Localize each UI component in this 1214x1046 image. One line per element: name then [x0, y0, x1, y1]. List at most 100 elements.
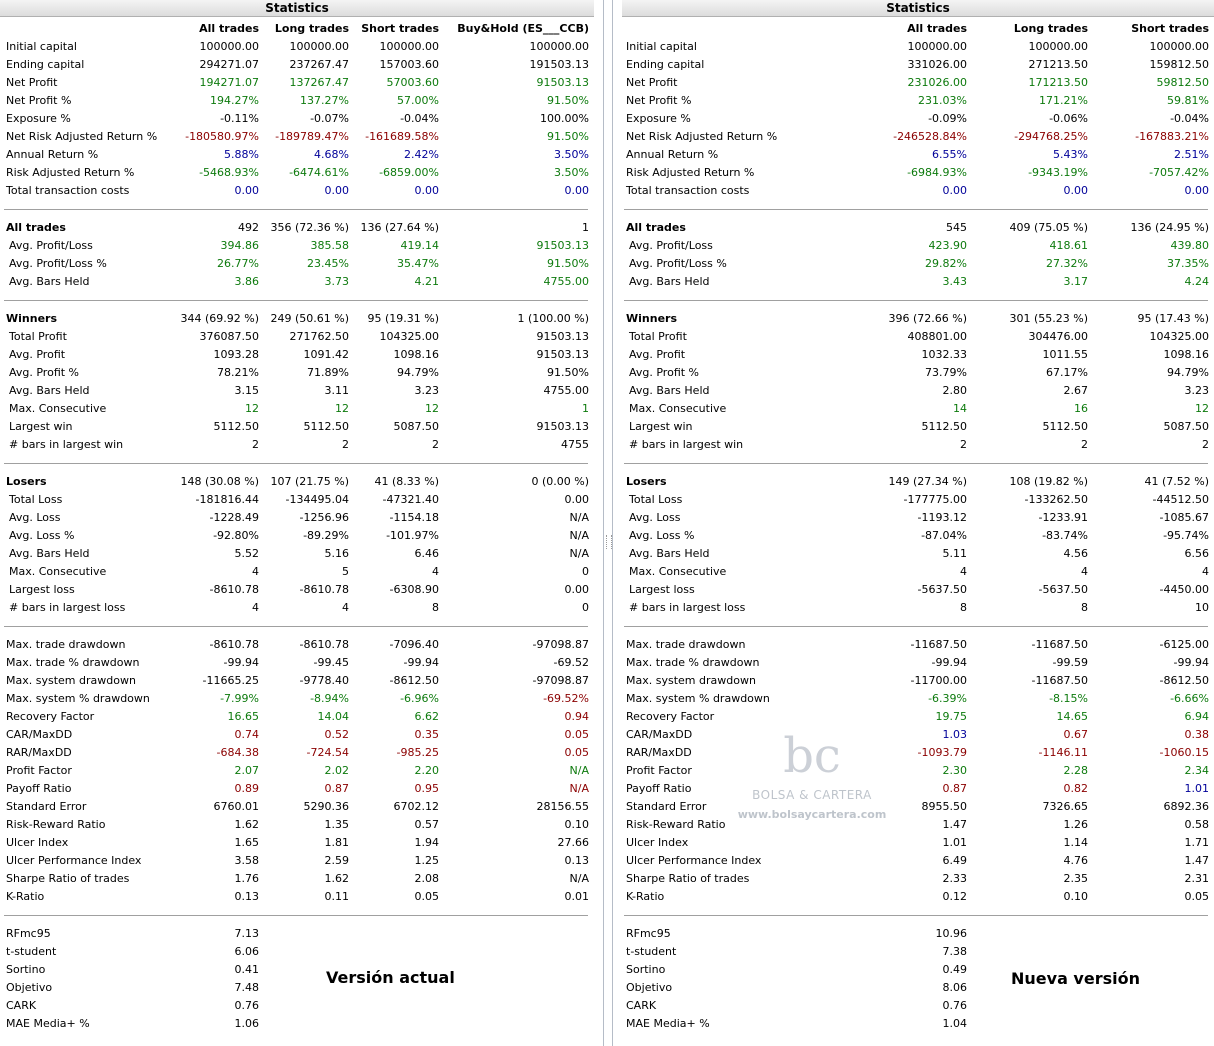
stat-cell: 0.00: [564, 493, 590, 506]
stat-cell: -7.99%: [220, 692, 259, 705]
column-header-label[interactable]: [0, 20, 178, 38]
table-row: Avg. Loss % -87.04% -83.74% -95.74%: [620, 527, 1212, 545]
stat-cell: 1.01: [1184, 782, 1210, 795]
stat-cell: 2.51%: [1174, 148, 1209, 161]
column-header[interactable]: Buy&Hold (ES___CCB): [457, 22, 589, 35]
row-label: Total Profit: [9, 330, 67, 343]
table-row: RAR/MaxDD -1093.79 -1146.11 -1060.15: [620, 744, 1212, 762]
stat-cell: 376087.50: [199, 330, 260, 343]
row-label: Sharpe Ratio of trades: [6, 872, 130, 885]
stat-cell: 418.61: [1049, 239, 1089, 252]
stat-cell: -684.38: [216, 746, 259, 759]
table-row: Max. system drawdown -11700.00 -11687.50 -8…: [620, 672, 1212, 690]
table-row: Losers 148 (30.08 %) 107 (21.75 %) 41 (8.33…: [0, 473, 592, 491]
splitter-grip[interactable]: [606, 535, 612, 549]
row-label: CAR/MaxDD: [626, 728, 693, 741]
row-label: Losers: [626, 475, 667, 488]
stat-cell: [970, 943, 1091, 961]
stat-cell: 394.86: [220, 239, 260, 252]
table-row: Annual Return % 6.55% 5.43% 2.51%: [620, 146, 1212, 164]
row-label: Winners: [6, 312, 57, 325]
stat-cell: 0.00: [942, 184, 968, 197]
table-row: Avg. Profit % 73.79% 67.17% 94.79%: [620, 364, 1212, 382]
stat-cell: 78.21%: [217, 366, 259, 379]
stat-cell: 16: [1074, 402, 1088, 415]
row-label: Total transaction costs: [6, 184, 130, 197]
row-label: Objetivo: [6, 981, 53, 994]
stat-cell: -134495.04: [285, 493, 349, 506]
stat-cell: 5112.50: [303, 420, 350, 433]
table-row: Avg. Bars Held 5.11 4.56 6.56: [620, 545, 1212, 563]
stat-cell: 0.13: [234, 890, 260, 903]
stat-cell: 1.04: [942, 1017, 968, 1030]
stat-cell: -5637.50: [1038, 583, 1088, 596]
stat-cell: 1.35: [324, 818, 350, 831]
section-separator: [0, 617, 592, 636]
section-separator: [0, 291, 592, 310]
stat-cell: 59.81%: [1167, 94, 1209, 107]
stat-cell: -8612.50: [1159, 674, 1209, 687]
stat-cell: 492: [238, 221, 259, 234]
stat-cell: 0.00: [1063, 184, 1089, 197]
stat-cell: 3.11: [324, 384, 350, 397]
stat-cell: 0.05: [414, 890, 440, 903]
stat-cell: 1098.16: [1163, 348, 1210, 361]
statistics-title: Statistics: [622, 0, 1214, 17]
row-label: Avg. Profit/Loss: [629, 239, 713, 252]
highlight-box: -8610.78: [209, 583, 259, 596]
stat-cell: -6474.61%: [289, 166, 349, 179]
section-separator: [0, 200, 592, 219]
stat-cell: 0.95: [414, 782, 440, 795]
row-label: Avg. Bars Held: [9, 384, 90, 397]
stat-cell: 5112.50: [1042, 420, 1089, 433]
stat-cell: 171213.50: [1028, 76, 1089, 89]
table-row: t-student 6.06: [0, 943, 592, 961]
stat-cell: 59812.50: [1156, 76, 1210, 89]
stat-cell: -11665.25: [202, 674, 259, 687]
column-header[interactable]: All trades: [907, 22, 967, 35]
stat-cell: [352, 925, 442, 943]
stat-cell: 57.00%: [397, 94, 439, 107]
table-row: # bars in largest loss 8 8 10: [620, 599, 1212, 617]
stat-cell: -101.97%: [386, 529, 439, 542]
column-header-label[interactable]: [620, 20, 796, 38]
stat-cell: 12: [335, 402, 349, 415]
stat-cell: 5.16: [324, 547, 350, 560]
table-row: Total Profit 376087.50 271762.50 104325.00 9…: [0, 328, 592, 346]
stat-cell: 1.47: [942, 818, 968, 831]
row-label: Total Profit: [629, 330, 687, 343]
stat-cell: N/A: [569, 511, 589, 524]
table-row: Avg. Loss -1228.49 -1256.96 -1154.18 N/A: [0, 509, 592, 527]
row-label: Avg. Bars Held: [629, 275, 710, 288]
column-header[interactable]: Long trades: [274, 22, 349, 35]
column-header[interactable]: Short trades: [1131, 22, 1209, 35]
table-row: Ulcer Performance Index 6.49 4.76 1.47: [620, 852, 1212, 870]
stat-cell: 14.04: [317, 710, 350, 723]
table-row: Payoff Ratio 0.89 0.87 0.95 N/A: [0, 780, 592, 798]
row-label: Exposure %: [6, 112, 71, 125]
stat-cell: 7326.65: [1042, 800, 1089, 813]
stat-cell: 2.28: [1063, 764, 1089, 777]
stat-cell: 67.17%: [1046, 366, 1088, 379]
stat-cell: 249 (50.61 %): [270, 312, 349, 325]
stat-cell: 0.12: [942, 890, 968, 903]
stat-cell: 0.57: [414, 818, 440, 831]
stat-cell: 6.55%: [796, 146, 970, 164]
column-header[interactable]: Short trades: [361, 22, 439, 35]
stat-cell: 2.30: [942, 764, 968, 777]
stat-cell: 27.32%: [1046, 257, 1088, 270]
row-label: t-student: [6, 945, 57, 958]
stat-cell: 396 (72.66 %): [796, 310, 970, 328]
row-label: Max. trade drawdown: [6, 638, 126, 651]
column-header[interactable]: Long trades: [1013, 22, 1088, 35]
row-label: Losers: [6, 475, 47, 488]
left-statistics-pane[interactable]: Statistics All trades Long trades Short tr…: [0, 0, 596, 1046]
row-label: Initial capital: [6, 40, 77, 53]
stat-cell: 29.82%: [925, 257, 967, 270]
row-label: Avg. Profit/Loss %: [9, 257, 107, 270]
row-label: Max. system % drawdown: [626, 692, 770, 705]
right-statistics-pane[interactable]: Statistics All trades Long trades Short tr…: [620, 0, 1214, 1046]
splitter[interactable]: [598, 0, 618, 1046]
column-header[interactable]: All trades: [199, 22, 259, 35]
row-label: Recovery Factor: [6, 710, 95, 723]
